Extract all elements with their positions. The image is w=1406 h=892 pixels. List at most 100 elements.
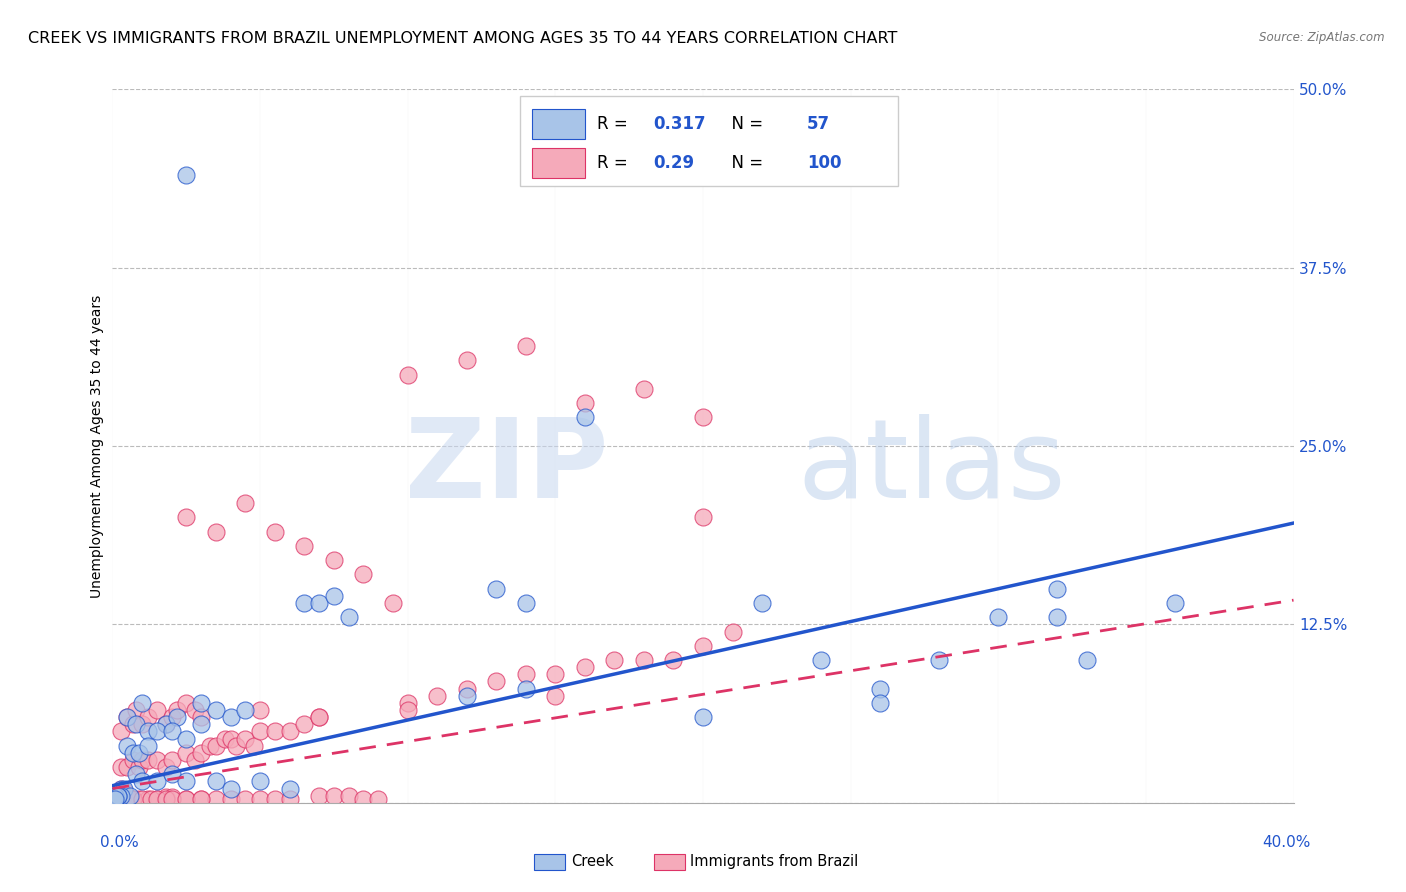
Point <box>249 724 271 739</box>
Point <box>292 717 315 731</box>
Point <box>249 703 271 717</box>
Point <box>1164 596 1187 610</box>
Point <box>125 717 148 731</box>
Text: 100: 100 <box>807 154 841 172</box>
Point <box>544 689 567 703</box>
Point <box>308 596 330 610</box>
Point <box>131 791 153 805</box>
Point <box>205 703 228 717</box>
Point <box>205 774 228 789</box>
Point <box>160 753 183 767</box>
Point <box>225 739 247 753</box>
Point <box>603 653 626 667</box>
Text: R =: R = <box>596 115 633 133</box>
Point <box>107 789 129 803</box>
Text: 40.0%: 40.0% <box>1263 836 1310 850</box>
Point <box>146 753 169 767</box>
Point <box>515 681 537 696</box>
Point <box>110 789 132 803</box>
Point <box>233 496 256 510</box>
Point <box>155 791 177 805</box>
Point <box>633 653 655 667</box>
Point <box>155 717 177 731</box>
Point <box>190 746 212 760</box>
Point <box>249 774 271 789</box>
Point <box>337 789 360 803</box>
Point <box>155 717 177 731</box>
Point <box>456 689 478 703</box>
Point <box>810 653 832 667</box>
Point <box>120 789 142 803</box>
Point <box>574 660 596 674</box>
Point <box>352 567 374 582</box>
Point <box>264 791 287 805</box>
Point <box>323 789 346 803</box>
Point <box>367 791 389 805</box>
Y-axis label: Unemployment Among Ages 35 to 44 years: Unemployment Among Ages 35 to 44 years <box>90 294 104 598</box>
Point <box>190 791 212 805</box>
Point <box>146 703 169 717</box>
FancyBboxPatch shape <box>520 96 898 186</box>
Point <box>128 791 150 805</box>
Point <box>160 790 183 805</box>
Point <box>174 791 197 805</box>
Point <box>233 791 256 805</box>
Point <box>662 653 685 667</box>
Point <box>131 717 153 731</box>
Point <box>456 681 478 696</box>
Point <box>574 396 596 410</box>
Point <box>160 710 183 724</box>
Point <box>205 791 228 805</box>
Point <box>352 791 374 805</box>
Point <box>131 696 153 710</box>
Point <box>219 710 242 724</box>
Point <box>198 739 221 753</box>
Point <box>692 510 714 524</box>
Point <box>264 524 287 539</box>
Point <box>928 653 950 667</box>
Point <box>117 739 138 753</box>
Point <box>112 781 135 796</box>
Point <box>323 553 346 567</box>
Point <box>122 717 145 731</box>
Point <box>117 760 138 774</box>
Point <box>117 710 138 724</box>
Point <box>396 696 419 710</box>
Point <box>110 760 132 774</box>
Text: 57: 57 <box>807 115 830 133</box>
Point <box>869 681 891 696</box>
Point <box>146 774 169 789</box>
Point <box>190 717 212 731</box>
Point <box>721 624 744 639</box>
Point <box>139 791 162 805</box>
Point <box>308 710 330 724</box>
Point <box>308 710 330 724</box>
Point <box>633 382 655 396</box>
Point <box>110 781 132 796</box>
Point <box>146 791 169 805</box>
Point <box>184 753 207 767</box>
Point <box>110 724 132 739</box>
Point <box>136 724 159 739</box>
Point <box>166 703 188 717</box>
Point <box>1046 610 1069 624</box>
Point <box>515 667 537 681</box>
Point <box>155 760 177 774</box>
Point <box>292 596 315 610</box>
Point <box>233 703 256 717</box>
Point <box>160 724 183 739</box>
Point <box>692 639 714 653</box>
Point <box>382 596 405 610</box>
Text: atlas: atlas <box>797 414 1066 521</box>
Point <box>174 510 197 524</box>
Point <box>136 753 159 767</box>
Point <box>107 789 129 803</box>
Point <box>128 746 150 760</box>
Point <box>243 739 266 753</box>
Point <box>110 789 132 803</box>
Point <box>751 596 773 610</box>
Point <box>323 589 346 603</box>
Point <box>160 767 183 781</box>
Point <box>146 724 169 739</box>
Point <box>125 703 148 717</box>
